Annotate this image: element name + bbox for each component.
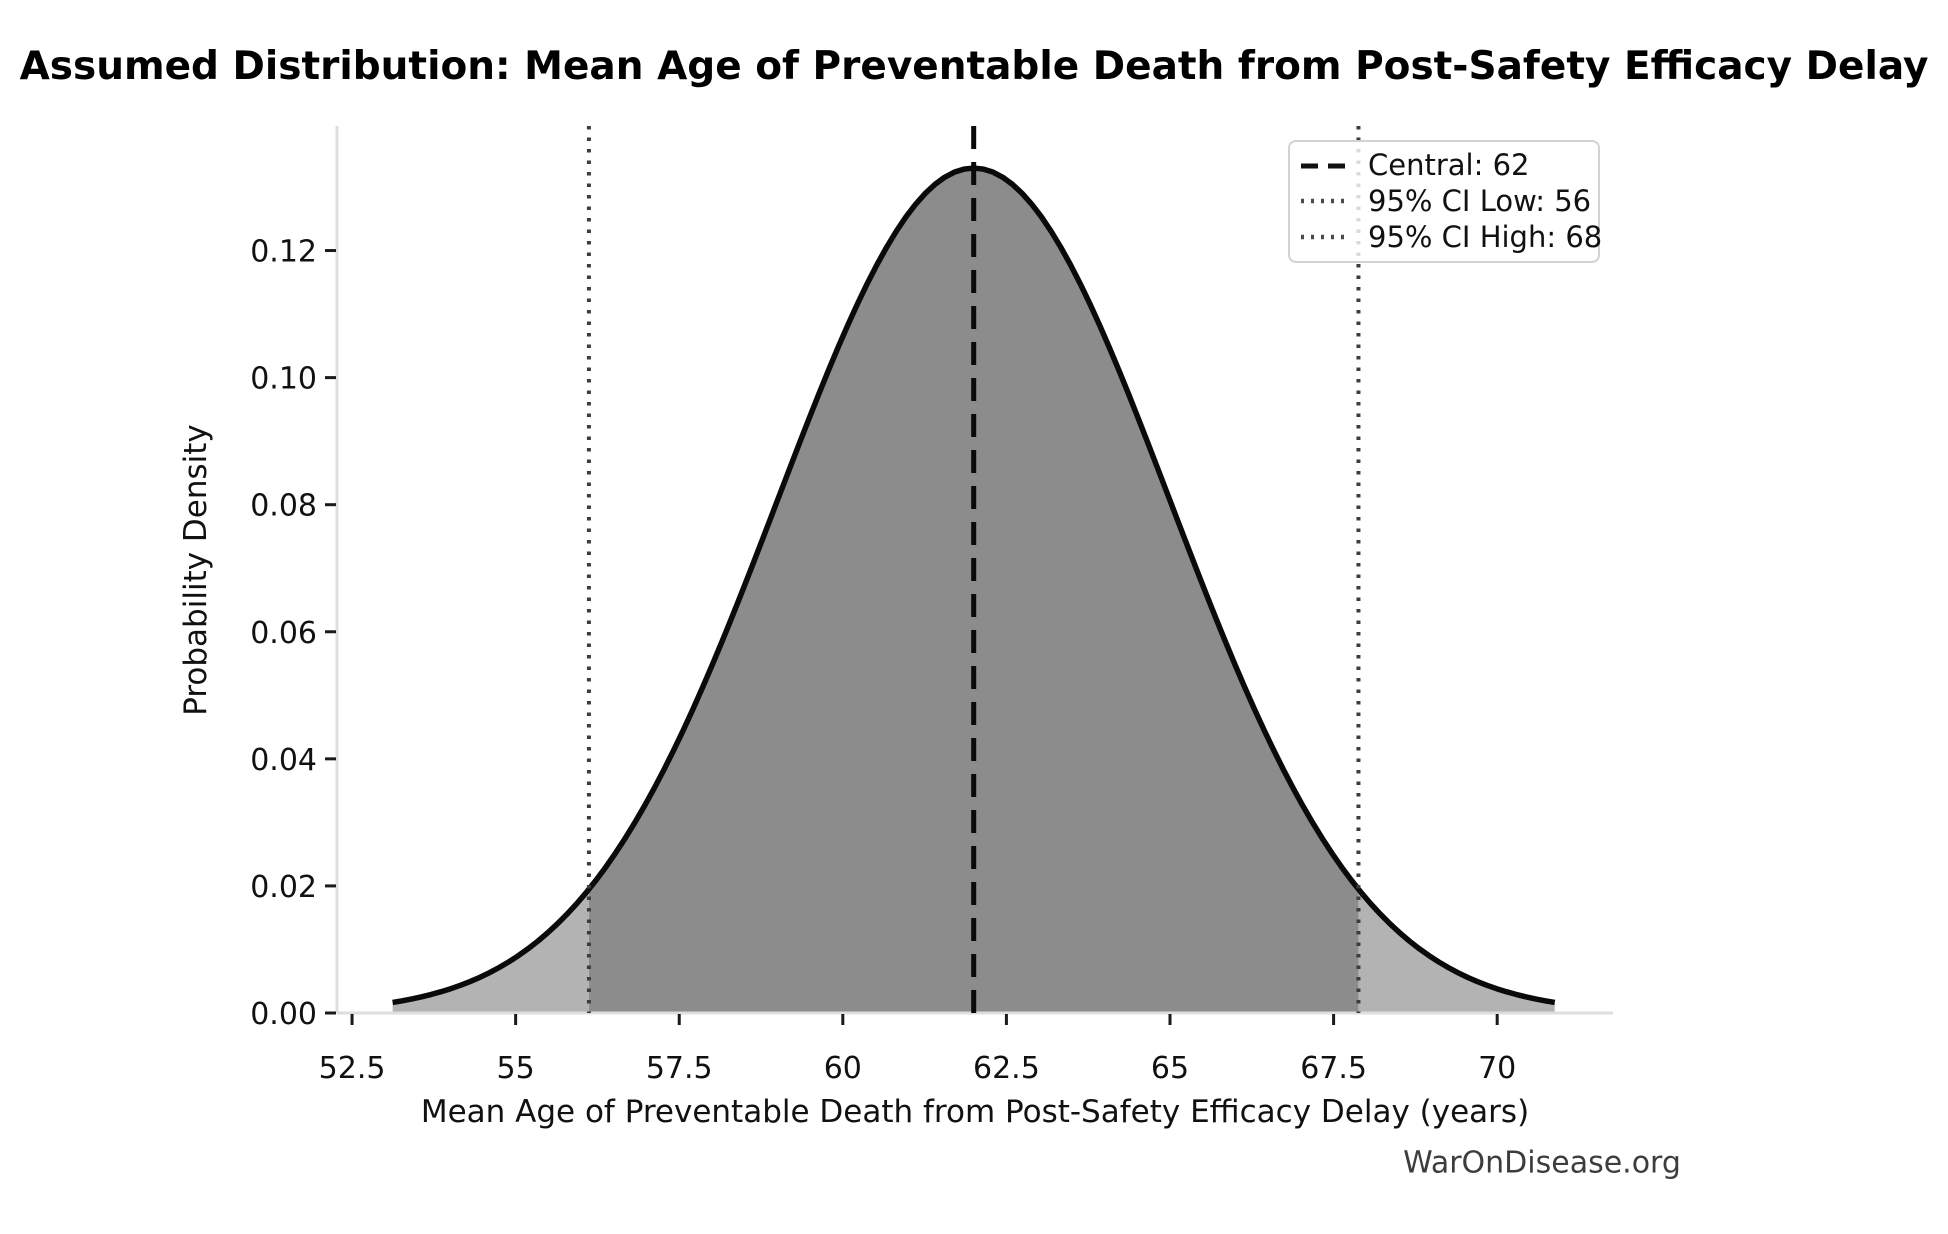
x-axis-label: Mean Age of Preventable Death from Post-…	[420, 1094, 1530, 1130]
x-tick-label: 55	[497, 1051, 535, 1086]
y-tick-label: 0.04	[250, 743, 317, 778]
y-tick-label: 0.02	[250, 870, 317, 905]
y-tick-label: 0.06	[250, 616, 317, 651]
legend-item-ci-low: 95% CI Low: 56	[1300, 186, 1591, 216]
legend-label-ci-low: 95% CI Low: 56	[1368, 183, 1592, 218]
y-tick-label: 0.08	[250, 489, 317, 524]
legend-item-ci-high: 95% CI High: 68	[1300, 222, 1602, 252]
legend-item-central: Central: 62	[1300, 151, 1586, 180]
legend: Central: 62 95% CI Low: 56 95% CI High: …	[1288, 140, 1602, 263]
legend-dotted-line-icon	[1301, 234, 1351, 240]
legend-dotted-line-icon	[1301, 199, 1351, 204]
ci-fill-center	[588, 168, 1359, 1013]
legend-label-central: Central: 62	[1368, 148, 1530, 183]
x-tick-label: 60	[824, 1051, 862, 1086]
chart-title: Assumed Distribution: Mean Age of Preven…	[19, 44, 1929, 89]
x-tick-label: 65	[1151, 1051, 1189, 1086]
x-tick-label: 57.5	[646, 1051, 713, 1086]
legend-label-ci-high: 95% CI High: 68	[1368, 219, 1603, 254]
x-tick-label: 67.5	[1300, 1051, 1367, 1086]
legend-dashed-line-icon	[1301, 163, 1351, 169]
tail-fill-left	[392, 889, 589, 1013]
watermark: WarOnDisease.org	[1403, 1145, 1681, 1181]
y-tick-label: 0.10	[250, 362, 317, 397]
tail-fill-right	[1358, 889, 1555, 1013]
y-tick-label: 0.00	[250, 997, 317, 1032]
y-axis-label: Probability Density	[178, 424, 214, 716]
x-tick-label: 52.5	[319, 1051, 386, 1086]
x-tick-label: 62.5	[973, 1051, 1040, 1086]
x-tick-label: 70	[1478, 1051, 1516, 1086]
y-tick-label: 0.12	[250, 235, 317, 270]
